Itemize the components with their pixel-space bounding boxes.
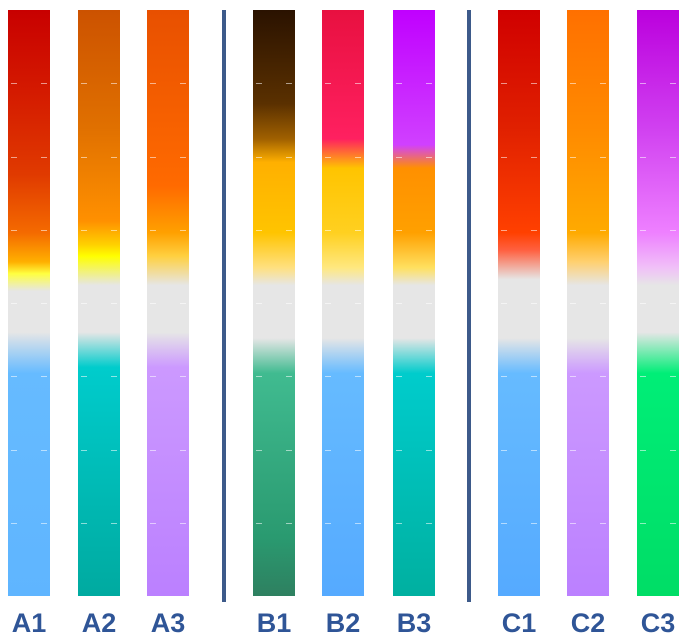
colorbar-label-a3: A3 — [150, 608, 186, 638]
colorbar-b2 — [322, 10, 364, 596]
colorbar-ticks — [8, 10, 50, 596]
colorbar-c2 — [567, 10, 609, 596]
colorbar-ticks — [147, 10, 189, 596]
colorbar-ticks — [78, 10, 120, 596]
colorbar-ticks — [498, 10, 540, 596]
colorbar-c3 — [637, 10, 679, 596]
group-divider-bc — [467, 10, 471, 602]
group-divider-ab — [222, 10, 226, 602]
colorbar-a2 — [78, 10, 120, 596]
colorbar-ticks — [637, 10, 679, 596]
colorbar-label-c2: C2 — [570, 608, 606, 638]
colorbar-a3 — [147, 10, 189, 596]
colorbar-label-a2: A2 — [81, 608, 117, 638]
colorbar-b3 — [393, 10, 435, 596]
colorbar-label-b2: B2 — [325, 608, 361, 638]
colorbar-label-b3: B3 — [396, 608, 432, 638]
colorbar-ticks — [322, 10, 364, 596]
colorbar-label-c1: C1 — [501, 608, 537, 638]
colorbar-a1 — [8, 10, 50, 596]
colorbar-ticks — [567, 10, 609, 596]
colorbar-ticks — [253, 10, 295, 596]
colorbar-c1 — [498, 10, 540, 596]
colorbar-ticks — [393, 10, 435, 596]
colorbar-label-b1: B1 — [256, 608, 292, 638]
colorbar-label-a1: A1 — [11, 608, 47, 638]
colorbar-label-c3: C3 — [640, 608, 676, 638]
colorbar-b1 — [253, 10, 295, 596]
